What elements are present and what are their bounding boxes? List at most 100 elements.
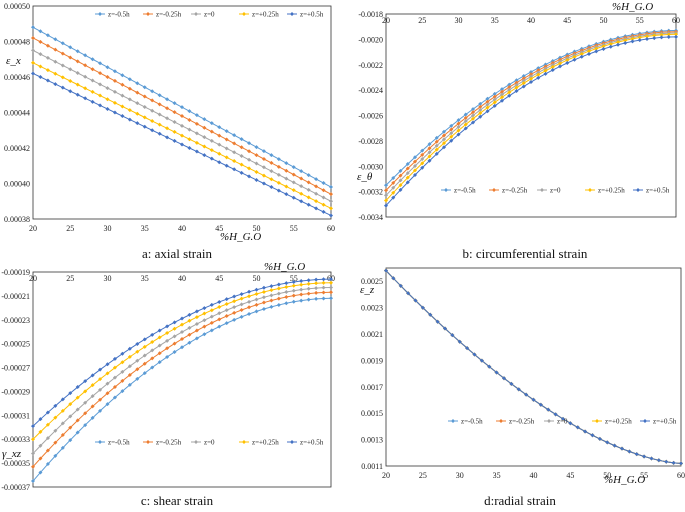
series-point bbox=[112, 365, 117, 370]
series-point bbox=[98, 103, 103, 108]
series-point bbox=[674, 32, 678, 37]
x-tick-label: 55 bbox=[290, 224, 298, 233]
series-point bbox=[291, 299, 296, 304]
series-point bbox=[652, 33, 657, 38]
series-point bbox=[105, 97, 110, 102]
series-point bbox=[514, 89, 519, 94]
series-point bbox=[165, 106, 170, 111]
series-point bbox=[630, 39, 635, 44]
series-point bbox=[321, 277, 326, 282]
series-point bbox=[299, 279, 304, 284]
series-point bbox=[384, 268, 388, 273]
x-tick-label: 45 bbox=[215, 224, 223, 233]
series-point bbox=[553, 412, 558, 417]
legend-marker bbox=[290, 12, 294, 16]
series-point bbox=[420, 165, 425, 170]
series-point bbox=[413, 163, 417, 168]
series-point bbox=[442, 137, 446, 142]
series-point bbox=[68, 391, 73, 396]
series-point bbox=[299, 176, 304, 181]
series-point bbox=[590, 433, 595, 438]
series-point bbox=[471, 120, 475, 125]
x-tick-label: 50 bbox=[603, 471, 611, 480]
series-point bbox=[68, 78, 73, 83]
series-point bbox=[536, 72, 541, 77]
y-tick-label: -0.0024 bbox=[358, 86, 383, 95]
series-point bbox=[568, 421, 573, 426]
series-point bbox=[276, 180, 281, 185]
series-point bbox=[329, 290, 333, 295]
series-point bbox=[165, 97, 170, 102]
series-point bbox=[60, 51, 65, 56]
series-point bbox=[165, 135, 170, 140]
series-point bbox=[398, 183, 403, 188]
series-point bbox=[202, 135, 207, 140]
series-point bbox=[142, 337, 147, 342]
series-point bbox=[180, 330, 184, 335]
series-point bbox=[671, 460, 676, 465]
series-point bbox=[435, 319, 440, 324]
legend-marker bbox=[588, 188, 592, 192]
series-point bbox=[608, 44, 613, 49]
series-point bbox=[314, 296, 319, 301]
series-point bbox=[405, 180, 410, 185]
y-tick-label: -0.00021 bbox=[1, 292, 30, 301]
series-point bbox=[391, 180, 396, 185]
series-point bbox=[68, 438, 73, 443]
series-point bbox=[529, 74, 533, 79]
series-point bbox=[299, 298, 304, 303]
series-point bbox=[112, 69, 117, 74]
series-point bbox=[299, 191, 304, 196]
series-point bbox=[299, 199, 304, 204]
series-point bbox=[31, 60, 35, 65]
series-point bbox=[413, 168, 417, 173]
series-point bbox=[583, 429, 588, 434]
series-point bbox=[157, 131, 162, 136]
legend-label: z=+0.5h bbox=[300, 11, 324, 19]
series-point bbox=[314, 184, 319, 189]
series-point bbox=[261, 181, 266, 186]
legend-label: z=-0.5h bbox=[108, 11, 130, 19]
series-line-2 bbox=[385, 270, 682, 464]
series-point bbox=[261, 165, 266, 170]
series-point bbox=[60, 445, 65, 450]
legend-label: z=0 bbox=[204, 11, 215, 19]
legend-label: z=0 bbox=[204, 439, 215, 447]
series-point bbox=[645, 36, 649, 41]
series-point bbox=[38, 52, 43, 57]
series-point bbox=[620, 446, 624, 451]
chart-d: 20 25 30 35 40 45 50 55 60 0.0011 0.0013 0.0015 0.00… bbox=[360, 267, 685, 508]
series-point bbox=[478, 114, 483, 119]
series-point bbox=[45, 422, 50, 427]
series-point bbox=[565, 61, 570, 66]
series-point bbox=[254, 161, 259, 166]
series-point bbox=[150, 348, 155, 353]
series-point bbox=[500, 89, 504, 94]
series-point bbox=[209, 320, 214, 325]
series-point bbox=[601, 44, 606, 49]
series-point bbox=[31, 451, 35, 456]
x-tick-label: 60 bbox=[672, 16, 680, 25]
series-point bbox=[127, 86, 132, 91]
series-point bbox=[68, 45, 73, 50]
series-point bbox=[514, 85, 519, 90]
series-point bbox=[420, 161, 425, 166]
series-point bbox=[165, 330, 170, 335]
series-point bbox=[291, 288, 296, 293]
series-point bbox=[314, 199, 319, 204]
x-tick-label: 40 bbox=[530, 471, 538, 480]
y-tick-label: -0.0030 bbox=[358, 162, 383, 171]
series-point bbox=[209, 308, 214, 313]
series-point bbox=[391, 195, 396, 200]
series-point bbox=[75, 407, 80, 412]
series-point bbox=[637, 35, 642, 40]
series-point bbox=[224, 302, 229, 307]
y-tick-label: -0.00027 bbox=[1, 364, 30, 373]
series-point bbox=[679, 461, 683, 466]
series-point bbox=[261, 149, 266, 154]
series-point bbox=[529, 76, 533, 81]
x-tick-label: 30 bbox=[456, 471, 464, 480]
series-point bbox=[232, 294, 237, 299]
series-point bbox=[105, 402, 110, 407]
x-tick-label: 35 bbox=[141, 274, 149, 283]
